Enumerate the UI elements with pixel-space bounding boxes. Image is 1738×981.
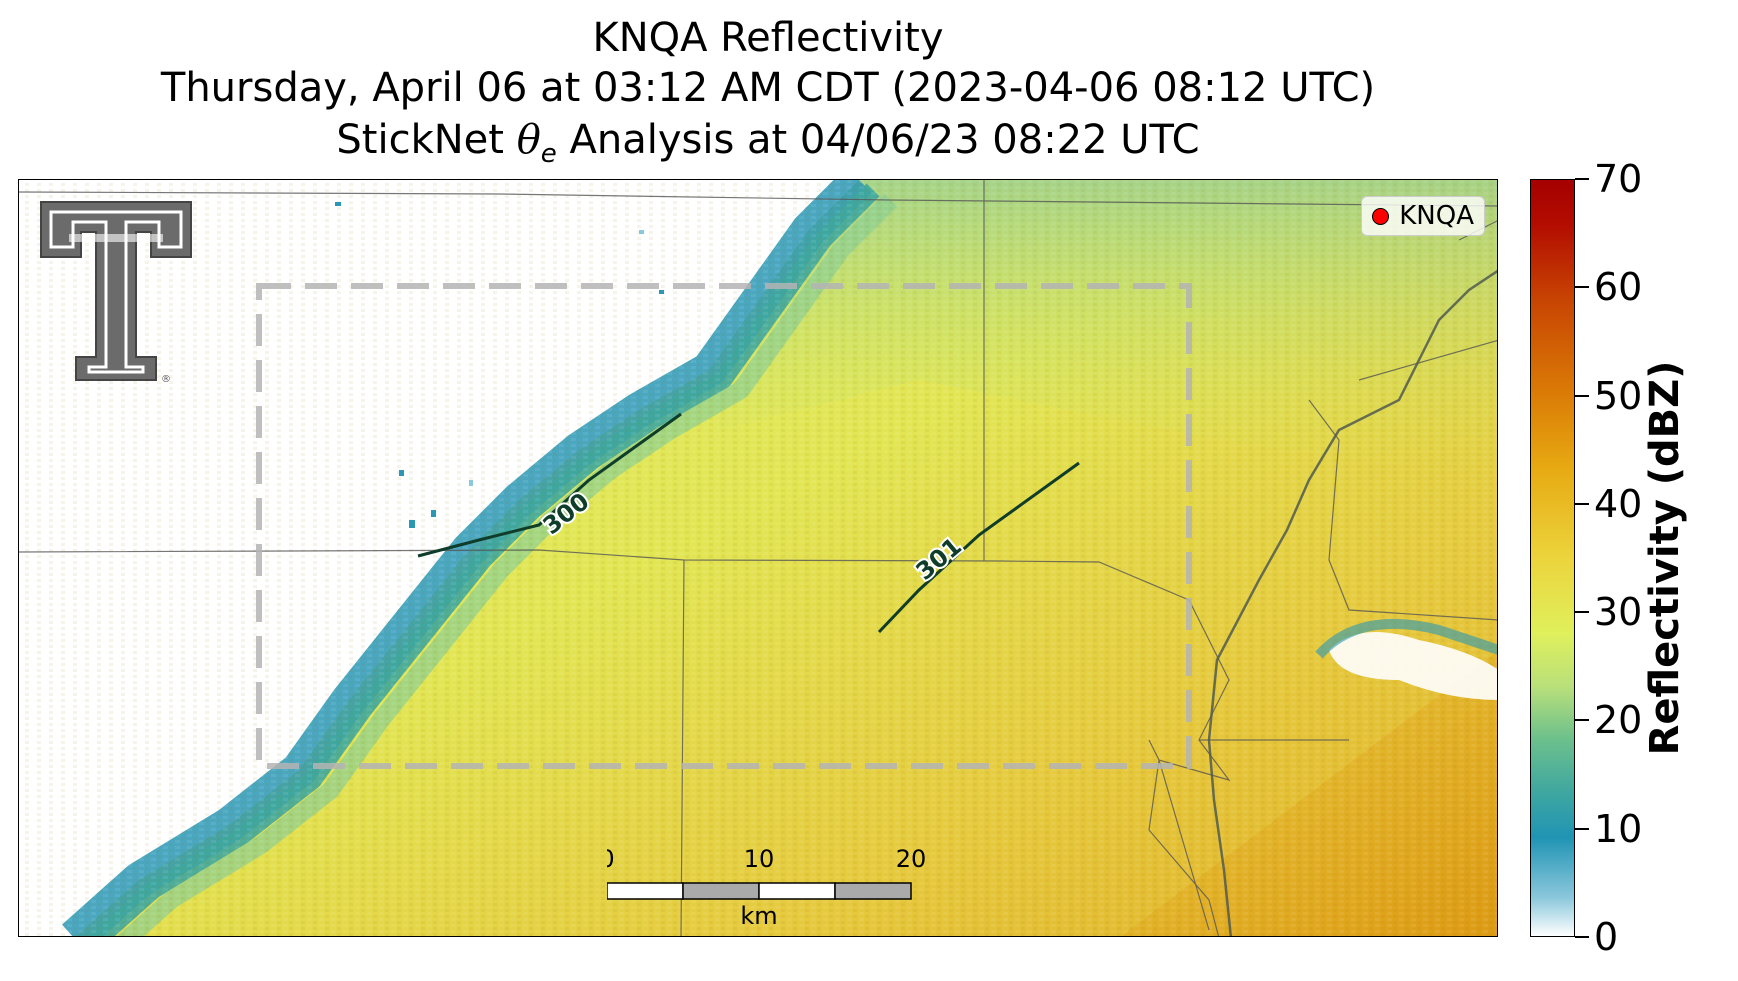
title-line-3-suffix: Analysis at 04/06/23 08:22 UTC xyxy=(556,117,1200,163)
radar-map[interactable]: 300 301 ® KNQA xyxy=(18,179,1498,937)
contour-301 xyxy=(877,461,1080,634)
colorbar-label: Reflectivity (dBZ) xyxy=(1642,360,1688,756)
colorbar-tick-label: 20 xyxy=(1594,698,1643,743)
logo-registered-mark: ® xyxy=(161,374,171,385)
analysis-domain xyxy=(256,283,1192,769)
contour-300 xyxy=(417,412,682,558)
radar-site-icon xyxy=(1372,207,1390,225)
colorbar-tick xyxy=(1575,394,1589,397)
scale-unit: km xyxy=(740,902,777,925)
legend: KNQA xyxy=(1361,196,1485,236)
colorbar-tick xyxy=(1575,611,1589,614)
colorbar-tick xyxy=(1575,936,1589,938)
scale-tick-10: 10 xyxy=(744,845,775,873)
colorbar-tick xyxy=(1575,719,1589,722)
colorbar-tick-label: 70 xyxy=(1594,157,1643,201)
boundaries xyxy=(19,180,1497,936)
theta-subscript: e xyxy=(540,139,557,169)
radar-map-canvas: 300 301 ® xyxy=(19,180,1497,936)
colorbar xyxy=(1530,179,1575,937)
colorbar-tick xyxy=(1575,827,1589,830)
scale-tick-20: 20 xyxy=(896,845,927,873)
colorbar-tick xyxy=(1575,286,1589,289)
scale-bar: 0 10 20 km xyxy=(599,845,927,930)
scale-tick-0: 0 xyxy=(607,845,615,873)
theta-symbol: θ xyxy=(516,117,541,163)
legend-label: KNQA xyxy=(1399,201,1474,231)
title-line-3-prefix: StickNet xyxy=(336,117,517,163)
colorbar-tick-label: 30 xyxy=(1594,590,1643,635)
colorbar-tick xyxy=(1575,178,1589,180)
river xyxy=(1207,269,1497,936)
title-line-2: Thursday, April 06 at 03:12 AM CDT (2023… xyxy=(160,65,1376,111)
colorbar-tick-label: 50 xyxy=(1594,373,1643,418)
colorbar-tick-label: 60 xyxy=(1594,265,1643,310)
title-line-3: StickNet θe Analysis at 04/06/23 08:22 U… xyxy=(18,116,1518,178)
title-line-1: KNQA Reflectivity xyxy=(592,15,944,61)
echo-gap xyxy=(1329,632,1497,700)
colorbar-tick-label: 0 xyxy=(1594,915,1619,959)
logo-icon: ® xyxy=(40,201,192,385)
scale-bar-graphic: 0 10 20 km xyxy=(599,845,927,930)
colorbar-tick-label: 40 xyxy=(1594,481,1643,526)
colorbar-tick xyxy=(1575,502,1589,505)
colorbar-tick-label: 10 xyxy=(1594,806,1643,851)
